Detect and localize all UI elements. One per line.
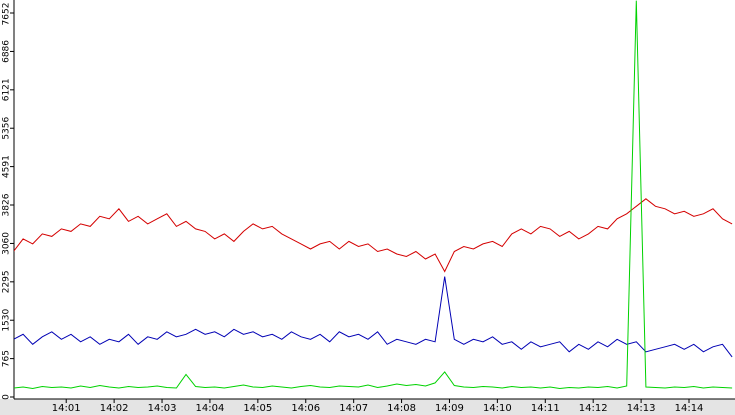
x-tick-label: 14:14 (675, 403, 704, 414)
x-tick-label: 14:13 (627, 403, 656, 414)
y-tick-label: 3826 (2, 193, 12, 216)
y-tick-label: 5356 (2, 116, 12, 139)
x-tick-label: 14:01 (52, 403, 81, 414)
x-tick-label: 14:05 (243, 403, 272, 414)
x-tick-label: 14:09 (435, 403, 464, 414)
y-tick-label: 4591 (2, 155, 12, 178)
series-line (14, 276, 733, 358)
x-tick-label: 14:03 (148, 403, 177, 414)
y-tick-label: 0 (2, 394, 12, 400)
plot-area (14, 0, 733, 390)
x-tick-label: 14:12 (579, 403, 608, 414)
x-tick-label: 14:07 (339, 403, 368, 414)
y-tick-label: 3060 (2, 232, 12, 255)
x-tick-label: 14:08 (387, 403, 416, 414)
series-line (14, 0, 733, 390)
y-tick-label: 7652 (2, 3, 12, 26)
series-line (14, 198, 733, 273)
y-tick-label: 6886 (2, 40, 12, 63)
y-tick-label: 6121 (2, 78, 12, 101)
x-tick-label: 14:04 (196, 403, 225, 414)
y-tick-label: 2295 (2, 270, 12, 293)
y-tick-label: 765 (2, 350, 12, 367)
x-axis-band (0, 399, 735, 415)
y-tick-label: 1530 (2, 308, 12, 331)
x-tick-label: 14:06 (291, 403, 320, 414)
x-tick-label: 14:11 (531, 403, 560, 414)
x-tick-label: 14:10 (483, 403, 512, 414)
x-tick-label: 14:02 (100, 403, 129, 414)
